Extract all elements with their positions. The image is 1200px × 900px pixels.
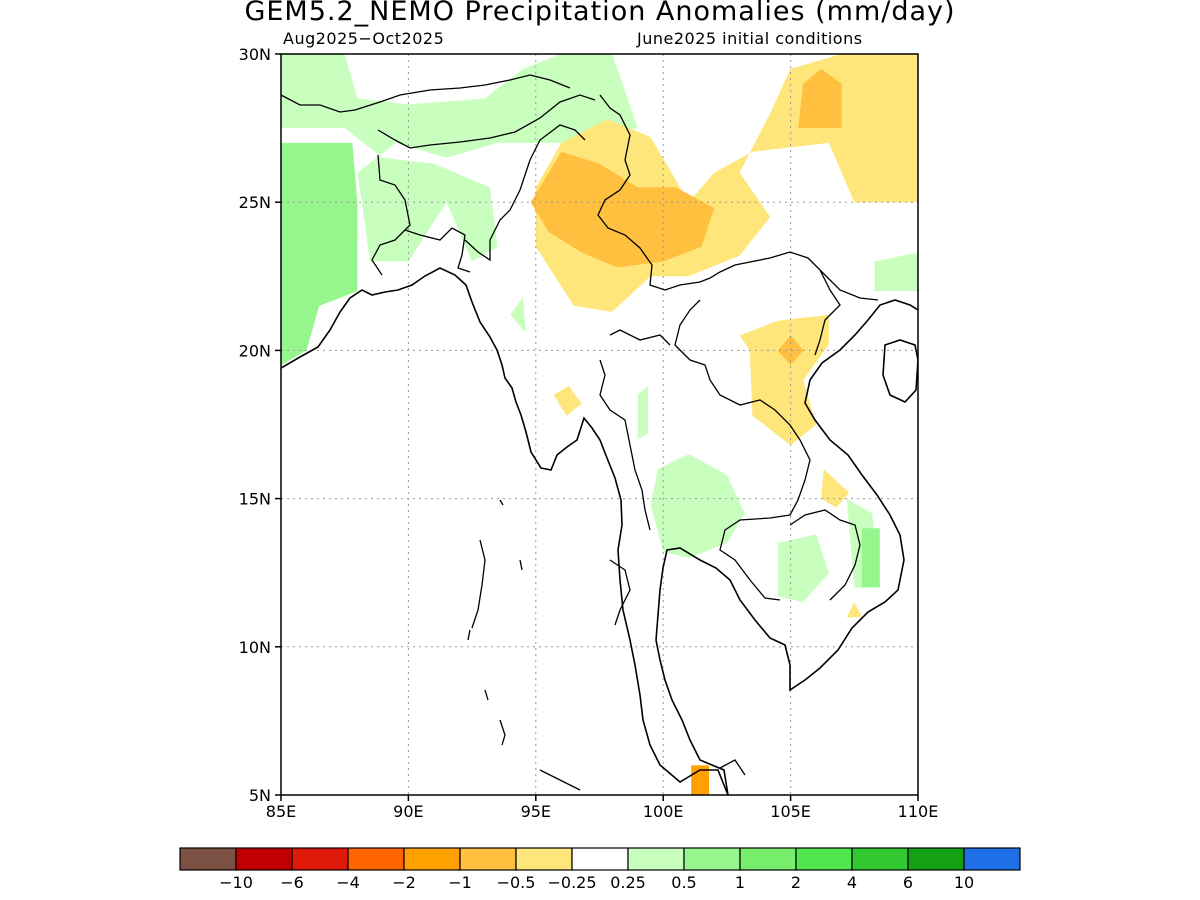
colorbar-label-7: 0.25	[610, 873, 646, 892]
colorbar-box-10	[739, 847, 797, 871]
region-light-dry-south-spot	[846, 602, 862, 618]
colorbar-label-5: −0.5	[497, 873, 536, 892]
colorbar-label-10: 2	[791, 873, 801, 892]
lat-label-5: 5N	[249, 786, 271, 805]
colorbar-box-12	[851, 847, 909, 871]
colorbar-label-13: 10	[954, 873, 974, 892]
region-wet-vietnam	[861, 528, 880, 588]
lat-label-3: 15N	[239, 490, 271, 509]
lat-label-1: 25N	[239, 193, 271, 212]
map-frame	[280, 53, 919, 796]
colorbar-box-14	[963, 847, 1021, 871]
axis-ticks: 85E 90E 95E 100E 105E 110E 30N 25N 20N 15N 10N 5N	[239, 45, 939, 821]
colorbar-box-9	[683, 847, 741, 871]
colorbar-label-11: 4	[847, 873, 857, 892]
colorbar-box-3	[347, 847, 405, 871]
lat-label-4: 10N	[239, 638, 271, 657]
colorbar-label-6: −0.25	[547, 873, 596, 892]
region-dry-sichuan	[798, 68, 842, 129]
forecast-period: Aug2025−Oct2025	[283, 29, 445, 48]
colorbar-box-1	[235, 847, 293, 871]
map-title: GEM5.2_NEMO Precipitation Anomalies (mm/…	[244, 0, 956, 27]
colorbar-box-4	[403, 847, 461, 871]
colorbar-label-9: 1	[735, 873, 745, 892]
colorbar-box-7	[571, 847, 629, 871]
lon-label-0: 85E	[266, 802, 296, 821]
colorbar-box-2	[291, 847, 349, 871]
region-light-wet-cambodia	[777, 534, 829, 603]
region-light-wet-east-corner	[874, 252, 918, 292]
lon-label-4: 105E	[770, 802, 811, 821]
country-borders	[281, 74, 879, 601]
colorbar-label-2: −4	[336, 873, 360, 892]
region-light-wet-thailand-spot	[637, 386, 648, 440]
colorbar-label-12: 6	[903, 873, 913, 892]
colorbar-label-0: −10	[219, 873, 253, 892]
coastline-gulf-of-thailand	[655, 299, 918, 795]
anomaly-regions	[281, 54, 918, 795]
coastlines	[281, 74, 918, 795]
region-light-dry-laos	[739, 314, 829, 446]
region-light-wet-thailand	[650, 454, 745, 558]
colorbar-box-13	[907, 847, 965, 871]
colorbar-labels: −10 −6 −4 −2 −1 −0.5 −0.25 0.25 0.5 1 2 4 6 10	[219, 873, 974, 892]
lon-label-3: 100E	[643, 802, 684, 821]
colorbar-box-5	[459, 847, 517, 871]
coastline-hainan	[882, 339, 918, 403]
colorbar-box-8	[627, 847, 685, 871]
colorbar-label-1: −6	[280, 873, 304, 892]
region-wet-northwest-bangladesh	[281, 142, 358, 366]
initial-conditions: June2025 initial conditions	[637, 29, 863, 48]
coastline-malay-islands	[539, 559, 746, 791]
lat-label-0: 30N	[239, 45, 271, 64]
colorbar-label-8: 0.5	[671, 873, 696, 892]
colorbar-label-3: −2	[392, 873, 416, 892]
region-light-dry-myanmar-spot	[553, 386, 582, 416]
colorbar-box-6	[515, 847, 573, 871]
lon-label-2: 95E	[521, 802, 551, 821]
region-light-wet-north	[281, 54, 638, 262]
grid-lines	[281, 54, 918, 795]
lon-label-1: 90E	[393, 802, 423, 821]
region-dry-myanmar-yunnan	[530, 151, 715, 268]
colorbar-boxes	[179, 847, 1021, 871]
colorbar-box-11	[795, 847, 853, 871]
coastline-bangladesh	[281, 267, 729, 795]
coastline-andaman-islands	[467, 499, 523, 746]
lat-label-2: 20N	[239, 341, 271, 360]
region-dry-laos-spot	[777, 335, 804, 366]
colorbar-label-4: −1	[448, 873, 472, 892]
lon-label-5: 110E	[898, 802, 939, 821]
region-light-dry-vietnam-spot	[821, 469, 850, 508]
region-light-wet-myanmar-west	[510, 297, 526, 333]
colorbar-box-0	[179, 847, 237, 871]
